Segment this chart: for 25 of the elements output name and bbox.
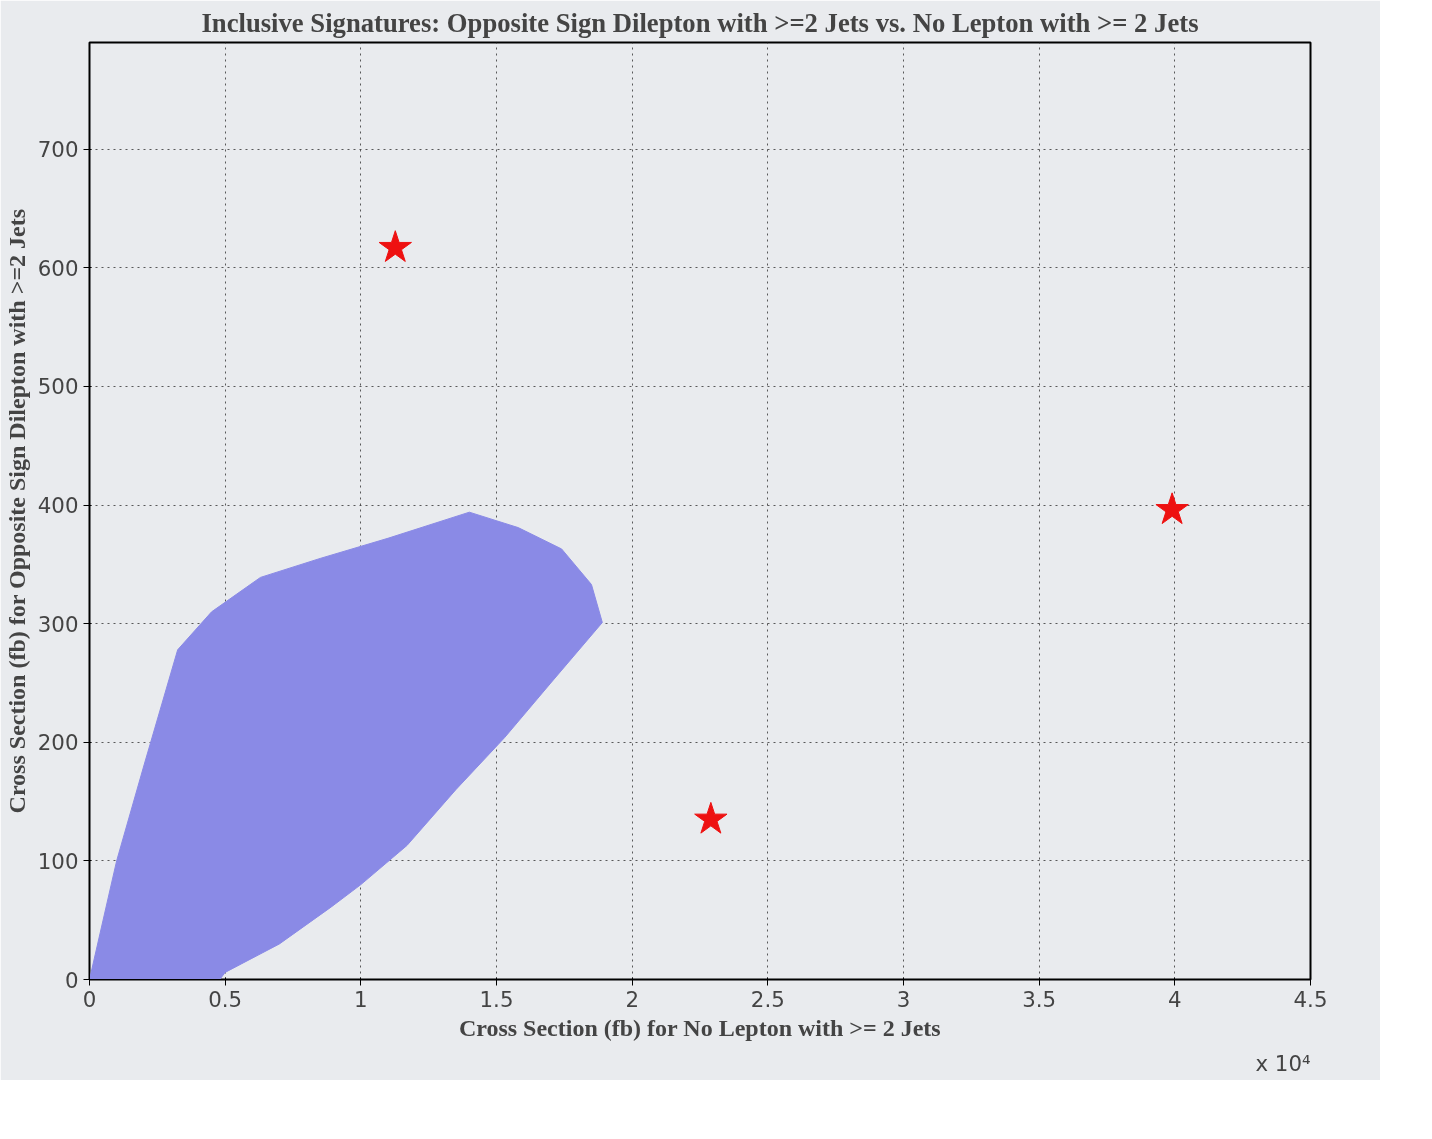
y-tick-label: 600	[37, 255, 79, 281]
y-axis-title: Cross Section (fb) for Opposite Sign Dilepton with >=2 Jets	[3, 208, 30, 814]
point	[378, 230, 412, 262]
point	[1155, 492, 1189, 525]
y-tick-label: 500	[37, 374, 79, 400]
x-tick-label: 1.5	[479, 986, 514, 1012]
x-tick-label: 0	[82, 986, 97, 1012]
x-tick-label: 0.5	[208, 986, 243, 1012]
x-tick-label: 4.5	[1293, 986, 1328, 1012]
y-tick-label: 200	[37, 730, 79, 756]
y-tick-label: 700	[37, 137, 79, 163]
text: x 10⁴	[1255, 1050, 1311, 1076]
x-tick-label: 3.5	[1022, 986, 1057, 1012]
x-tick-label: 4	[1168, 986, 1182, 1012]
y-tick-label: 0	[64, 967, 79, 993]
x-tick-label: 3	[896, 986, 911, 1012]
y-tick-label: 300	[37, 611, 79, 637]
x-axis-title: Cross Section (fb) for No Lepton with >= 2 Jets	[458, 1014, 941, 1041]
x-tick-label: 2	[625, 986, 639, 1012]
x-tick-label: 1	[354, 986, 368, 1012]
y-tick-label: 400	[37, 493, 79, 519]
y-tick-label: 100	[37, 848, 79, 874]
point	[694, 801, 728, 834]
chart-title: Inclusive Signatures: Opposite Sign Dilepton with >=2 Jets vs. No Lepton with >= 2 Jets	[201, 7, 1199, 38]
x-tick-label: 2.5	[750, 986, 785, 1012]
